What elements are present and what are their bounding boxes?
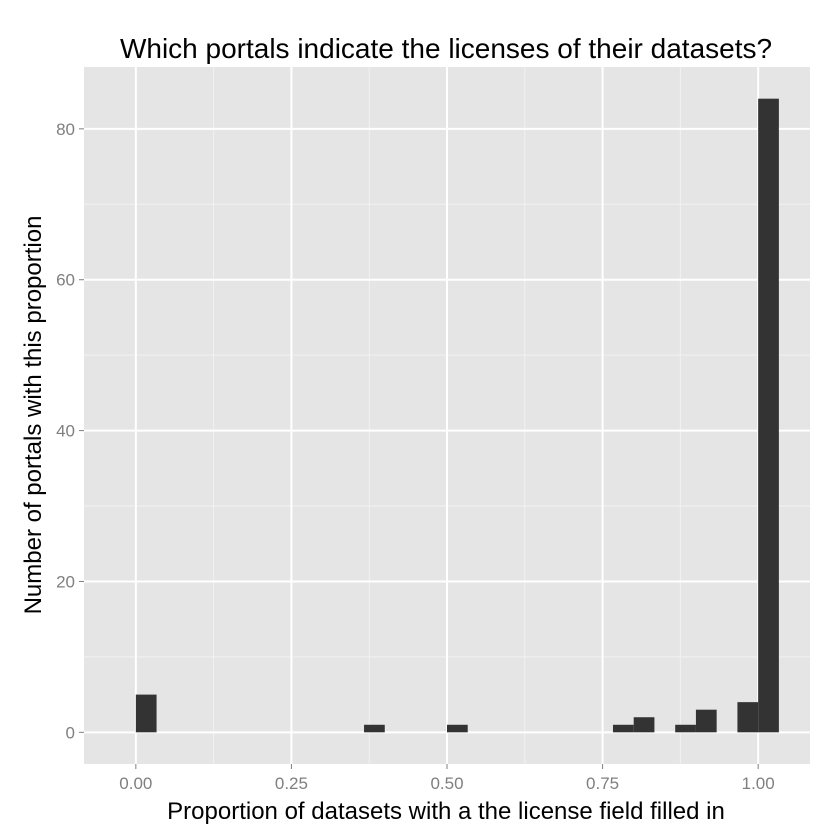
histogram-bar bbox=[447, 724, 468, 733]
histogram-bars bbox=[135, 98, 779, 733]
x-tick-label: 0.75 bbox=[586, 774, 619, 793]
y-tick-label: 80 bbox=[56, 120, 75, 139]
histogram-bar bbox=[675, 724, 696, 733]
histogram-bar bbox=[695, 709, 717, 733]
axes: 0.00 0.25 0.50 0.75 1.00 0 20 40 60 80 bbox=[56, 120, 775, 793]
histogram-bar bbox=[612, 724, 634, 733]
gridlines bbox=[84, 67, 810, 764]
y-tick-label: 40 bbox=[56, 422, 75, 441]
y-tick-label: 0 bbox=[66, 723, 75, 742]
x-tick-label: 1.00 bbox=[742, 774, 775, 793]
histogram-bar bbox=[135, 694, 157, 733]
histogram-bar bbox=[633, 717, 655, 733]
x-tick-label: 0.50 bbox=[430, 774, 463, 793]
x-tick-label: 0.25 bbox=[275, 774, 308, 793]
y-tick-label: 60 bbox=[56, 271, 75, 290]
histogram-bar bbox=[737, 702, 759, 733]
x-tick-label: 0.00 bbox=[119, 774, 152, 793]
x-axis-label: Proportion of datasets with a the licens… bbox=[167, 798, 725, 825]
histogram-bar bbox=[758, 98, 779, 733]
y-axis-label: Number of portals with this proportion bbox=[20, 216, 47, 615]
y-tick-label: 20 bbox=[56, 572, 75, 591]
chart-title: Which portals indicate the licenses of t… bbox=[120, 33, 772, 64]
histogram-bar bbox=[364, 724, 385, 733]
